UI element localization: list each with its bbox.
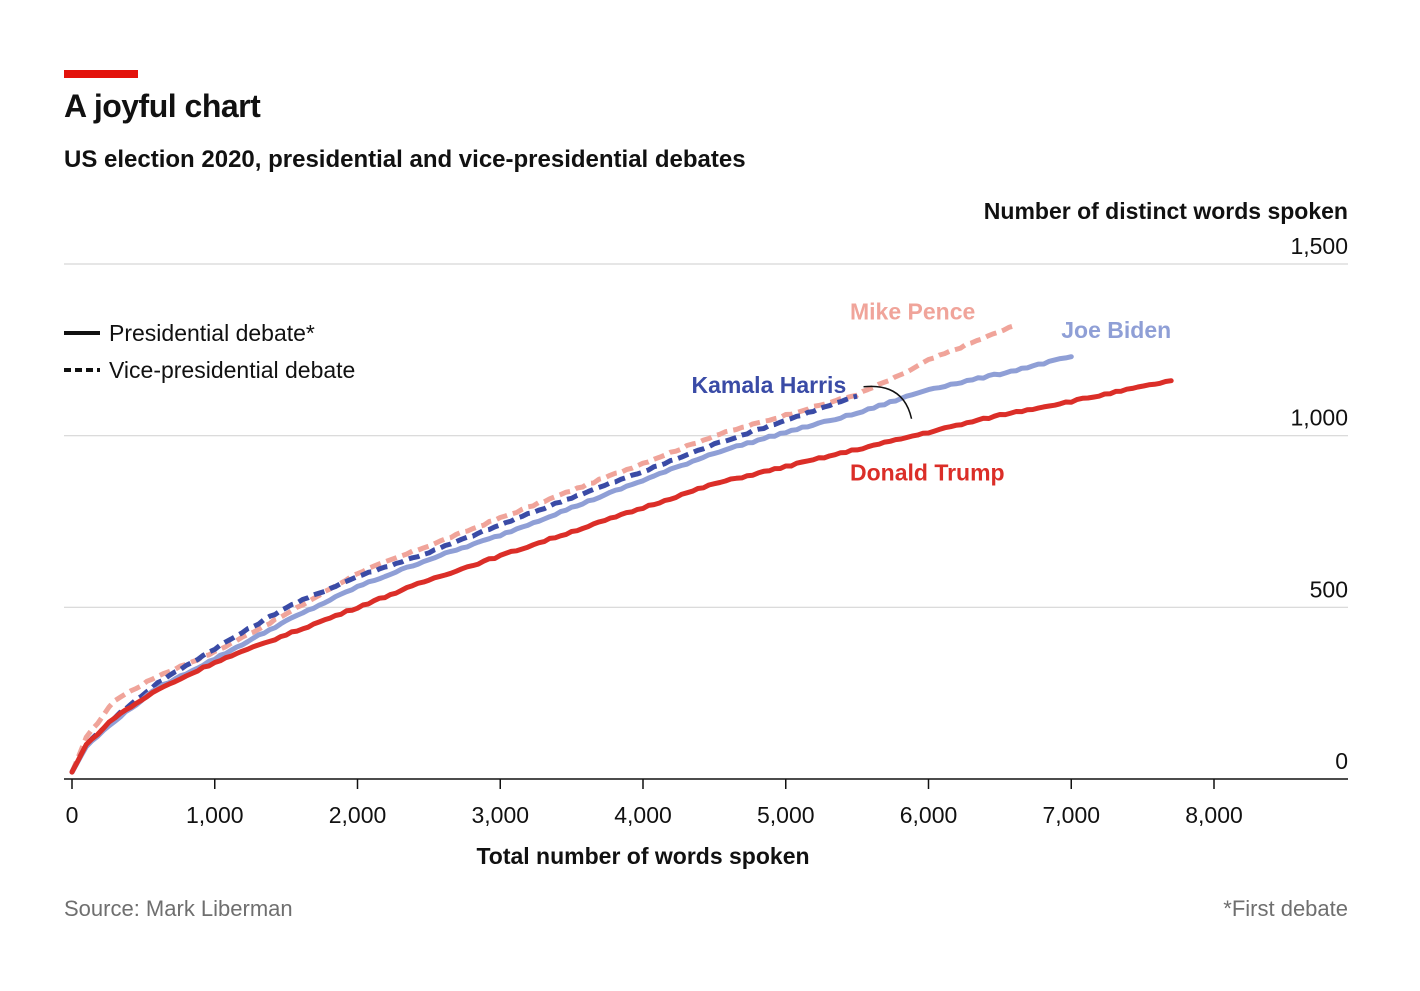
tick-labels: 0 500 1,000 1,500 0 1,000 2,000 3,000 4,000 5,000… — [66, 233, 1348, 828]
source-note: Source: Mark Liberman — [64, 896, 293, 921]
series-line-donald-trump — [69, 378, 1174, 775]
series-label-joe-biden: Joe Biden — [1061, 317, 1171, 343]
series-lines — [69, 323, 1174, 775]
annotation-connectors — [863, 385, 913, 419]
x-tick-label: 5,000 — [757, 802, 815, 828]
harris-connector — [863, 385, 913, 419]
series-label-mike-pence: Mike Pence — [850, 299, 975, 325]
y-tick-label: 1,000 — [1290, 405, 1348, 431]
series-line-joe-biden — [69, 354, 1074, 775]
series-line-kamala-harris — [69, 393, 858, 774]
x-tick-label: 7,000 — [1042, 802, 1100, 828]
y-tick-label: 500 — [1310, 576, 1348, 602]
y-tick-label: 0 — [1335, 748, 1348, 774]
x-tick-label: 0 — [66, 802, 79, 828]
footnote: *First debate — [1223, 896, 1348, 921]
chart-title: A joyful chart — [64, 88, 261, 124]
legend-label-vice-presidential: Vice-presidential debate — [109, 357, 355, 383]
gridlines — [64, 263, 1348, 608]
axes: Number of distinct words spoken Total nu… — [64, 198, 1348, 869]
legend: Presidential debate* Vice-presidential d… — [64, 320, 355, 383]
legend-label-presidential: Presidential debate* — [109, 320, 315, 346]
x-tick-label: 6,000 — [900, 802, 958, 828]
x-tick-label: 3,000 — [471, 802, 529, 828]
x-tick-label: 2,000 — [329, 802, 387, 828]
x-axis-title: Total number of words spoken — [476, 843, 809, 869]
chart-subtitle: US election 2020, presidential and vice-… — [64, 146, 746, 173]
x-tick-label: 8,000 — [1185, 802, 1243, 828]
x-tick-label: 1,000 — [186, 802, 244, 828]
series-label-donald-trump: Donald Trump — [850, 459, 1005, 485]
series-label-kamala-harris: Kamala Harris — [692, 372, 847, 398]
series-labels: Mike Pence Joe Biden Kamala Harris Donald T… — [692, 299, 1172, 486]
y-axis-title: Number of distinct words spoken — [984, 198, 1348, 224]
series-line-mike-pence — [69, 323, 1015, 774]
accent-bar — [64, 70, 138, 78]
x-tick-label: 4,000 — [614, 802, 672, 828]
y-tick-label: 1,500 — [1290, 233, 1348, 259]
